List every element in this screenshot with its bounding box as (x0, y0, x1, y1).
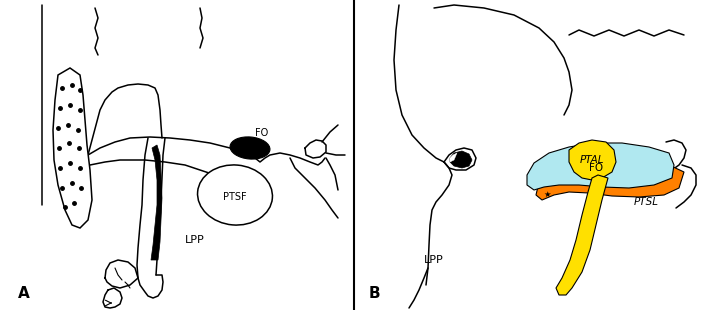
Text: FO: FO (589, 163, 603, 173)
Text: B: B (369, 286, 381, 301)
Text: PTAL: PTAL (580, 155, 604, 165)
Text: ★: ★ (543, 189, 551, 198)
Text: PTSF: PTSF (223, 192, 247, 202)
Polygon shape (569, 140, 616, 180)
Polygon shape (536, 158, 684, 200)
Ellipse shape (198, 165, 273, 225)
Polygon shape (450, 153, 457, 162)
Ellipse shape (230, 137, 270, 159)
Polygon shape (556, 175, 608, 295)
Text: PTSL: PTSL (634, 197, 659, 207)
Text: FO: FO (255, 128, 268, 138)
Text: A: A (18, 286, 30, 301)
Polygon shape (450, 151, 472, 168)
Polygon shape (151, 145, 162, 260)
Polygon shape (53, 68, 92, 228)
Text: LPP: LPP (185, 235, 205, 245)
Polygon shape (527, 143, 674, 190)
Text: LPP: LPP (424, 255, 444, 265)
